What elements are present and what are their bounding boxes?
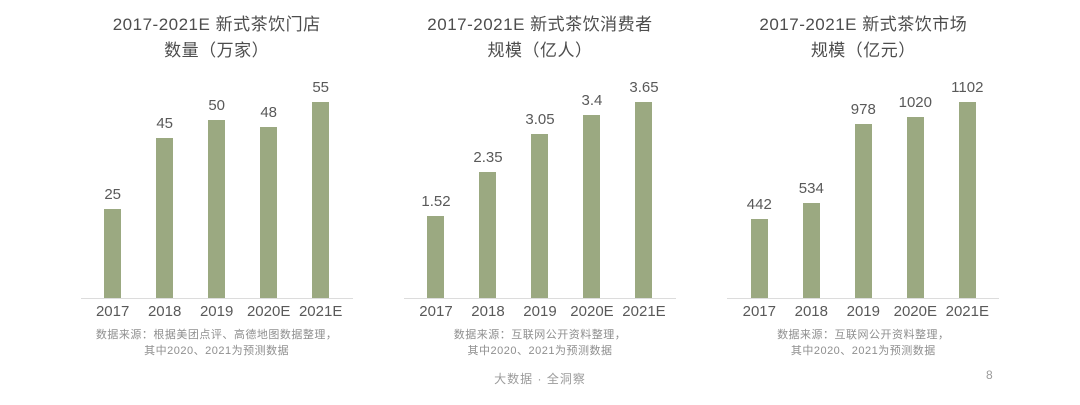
charts-row: 2017-2021E 新式茶饮门店 数量（万家） 25 45 50 48 55 2017… xyxy=(55,0,1025,359)
bar xyxy=(750,219,768,298)
x-axis-tick-label: 2018 xyxy=(794,303,828,320)
bar-column: 1102 xyxy=(941,79,993,298)
bar xyxy=(583,115,601,298)
note-line2: 其中2020、2021为预测数据 xyxy=(144,345,290,357)
bar-value-label: 48 xyxy=(260,104,277,121)
x-axis-tick-label: 2017 xyxy=(742,303,776,320)
footer-slogan: 大数据 · 全洞察 xyxy=(494,372,586,386)
bar-plot: 442 534 978 1020 1102 xyxy=(733,74,993,298)
x-axis-tick-label: 2019 xyxy=(199,303,234,320)
chart-panel-store-count: 2017-2021E 新式茶饮门店 数量（万家） 25 45 50 48 55 2017… xyxy=(55,12,378,359)
bar xyxy=(531,134,549,298)
bar-value-label: 3.4 xyxy=(581,92,603,109)
note-line2: 其中2020、2021为预测数据 xyxy=(790,345,936,357)
x-axis-line xyxy=(80,298,353,299)
bar-value-label: 1020 xyxy=(898,94,932,111)
bar-column: 48 xyxy=(243,104,295,298)
bar xyxy=(802,203,820,298)
x-axis-line xyxy=(403,298,676,299)
x-axis-labels: 2017 2018 2019 2020E 2021E xyxy=(733,303,993,320)
note-line1: 数据来源：根据美团点评、高德地图数据整理， xyxy=(95,329,338,341)
bar-value-label: 534 xyxy=(798,180,824,197)
chart-title-line1: 2017-2021E 新式茶饮门店 xyxy=(112,15,321,34)
bar xyxy=(156,138,174,298)
bar-column: 978 xyxy=(837,101,889,298)
chart-title: 2017-2021E 新式茶饮消费者 规模（亿人） xyxy=(427,12,652,64)
x-axis-labels: 2017 2018 2019 2020E 2021E xyxy=(87,303,347,320)
bar-column: 534 xyxy=(785,180,837,298)
bar xyxy=(104,209,122,298)
note-line1: 数据来源：互联网公开资料整理， xyxy=(777,329,950,341)
bar-column: 1020 xyxy=(889,94,941,298)
page-number: 8 xyxy=(986,368,993,382)
bar-column: 442 xyxy=(733,196,785,298)
x-axis-tick-label: 2017 xyxy=(419,303,453,320)
bar-value-label: 3.65 xyxy=(629,79,659,96)
bar xyxy=(427,216,445,298)
bar-value-label: 45 xyxy=(156,115,173,132)
x-axis-tick-label: 2020E xyxy=(893,303,937,320)
bar-column: 1.52 xyxy=(410,193,462,298)
bar xyxy=(479,172,497,298)
note-line1: 数据来源：互联网公开资料整理， xyxy=(453,329,627,341)
bar-column: 45 xyxy=(139,115,191,298)
x-axis-line xyxy=(727,298,1000,299)
note-line2: 其中2020、2021为预测数据 xyxy=(467,345,613,357)
bar-value-label: 55 xyxy=(312,79,329,96)
bar-value-label: 978 xyxy=(850,101,876,118)
x-axis-tick-label: 2017 xyxy=(95,303,130,320)
bar-column: 50 xyxy=(191,97,243,298)
bar xyxy=(312,102,330,298)
x-axis-tick-label: 2021E xyxy=(622,303,666,320)
bar-value-label: 1.52 xyxy=(421,193,451,210)
x-axis-tick-label: 2019 xyxy=(523,303,557,320)
x-axis-tick-label: 2018 xyxy=(471,303,505,320)
bar xyxy=(854,124,872,298)
x-axis-labels: 2017 2018 2019 2020E 2021E xyxy=(410,303,670,320)
chart-panel-consumer-scale: 2017-2021E 新式茶饮消费者 规模（亿人） 1.52 2.35 3.05 3.… xyxy=(378,12,701,359)
bar-plot: 25 45 50 48 55 xyxy=(87,74,347,298)
bar-value-label: 25 xyxy=(104,186,121,203)
chart-title-line2: 规模（亿人） xyxy=(487,41,593,60)
bar-value-label: 3.05 xyxy=(525,111,555,128)
bar-value-label: 2.35 xyxy=(473,149,503,166)
bar-value-label: 1102 xyxy=(951,79,984,96)
x-axis-tick-label: 2021E xyxy=(298,303,343,320)
bar-column: 3.65 xyxy=(618,79,670,298)
x-axis-tick-label: 2020E xyxy=(570,303,614,320)
x-axis-tick-label: 2021E xyxy=(945,303,989,320)
chart-title: 2017-2021E 新式茶饮门店 数量（万家） xyxy=(113,12,321,64)
chart-panel-market-size: 2017-2021E 新式茶饮市场 规模（亿元） 442 534 978 1020 11… xyxy=(702,12,1025,359)
bar-value-label: 442 xyxy=(746,196,772,213)
data-source-note: 数据来源：互联网公开资料整理， 其中2020、2021为预测数据 xyxy=(454,327,627,359)
chart-title-line1: 2017-2021E 新式茶饮市场 xyxy=(759,15,968,34)
x-axis-tick-label: 2018 xyxy=(147,303,182,320)
bar-plot: 1.52 2.35 3.05 3.4 3.65 xyxy=(410,74,670,298)
data-source-note: 数据来源：互联网公开资料整理， 其中2020、2021为预测数据 xyxy=(777,327,950,359)
bar-value-label: 50 xyxy=(208,97,225,114)
bar-column: 3.05 xyxy=(514,111,566,298)
bar xyxy=(208,120,226,298)
bar-column: 25 xyxy=(87,186,139,298)
chart-title-line2: 规模（亿元） xyxy=(810,41,916,60)
chart-title-line2: 数量（万家） xyxy=(164,41,270,60)
bar-column: 2.35 xyxy=(462,149,514,298)
bar xyxy=(635,102,653,298)
bar xyxy=(260,127,278,298)
bar xyxy=(958,102,976,298)
x-axis-tick-label: 2019 xyxy=(846,303,880,320)
chart-title: 2017-2021E 新式茶饮市场 规模（亿元） xyxy=(759,12,967,64)
x-axis-tick-label: 2020E xyxy=(246,303,291,320)
chart-title-line1: 2017-2021E 新式茶饮消费者 xyxy=(427,15,653,34)
bar-column: 55 xyxy=(295,79,347,298)
bar-column: 3.4 xyxy=(566,92,618,298)
bar xyxy=(906,117,924,298)
data-source-note: 数据来源：根据美团点评、高德地图数据整理， 其中2020、2021为预测数据 xyxy=(96,327,338,359)
